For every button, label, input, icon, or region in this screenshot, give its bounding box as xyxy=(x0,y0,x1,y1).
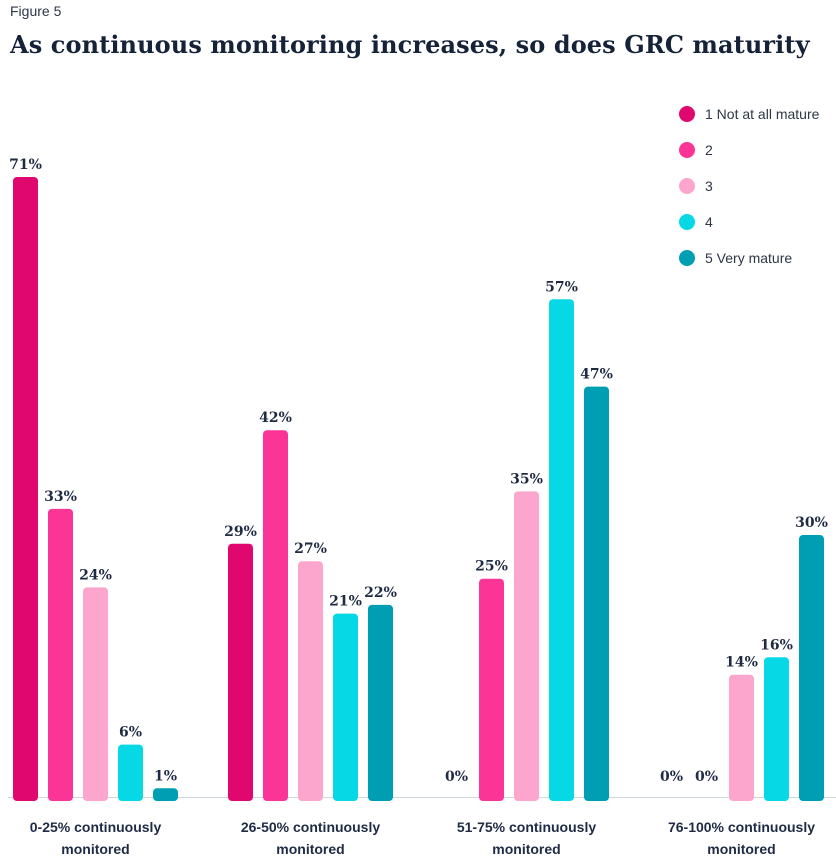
data-label: 0% xyxy=(445,769,468,785)
data-label: 0% xyxy=(660,769,683,785)
legend-label: 1 Not at all mature xyxy=(705,106,820,122)
legend-item: 5 Very mature xyxy=(679,240,819,276)
bar xyxy=(228,543,253,801)
category-label: 0-25% continuously xyxy=(30,819,162,835)
legend-item: 2 xyxy=(679,132,819,168)
category-label: 26-50% continuously xyxy=(241,819,380,835)
category-label: monitored xyxy=(707,841,775,857)
legend-label: 4 xyxy=(705,214,713,230)
data-label: 14% xyxy=(725,655,758,671)
category-label: monitored xyxy=(276,841,344,857)
data-label: 71% xyxy=(9,157,42,173)
legend-item: 4 xyxy=(679,204,819,240)
chart-title: As continuous monitoring increases, so d… xyxy=(10,30,810,59)
legend-swatch xyxy=(679,250,695,266)
legend-item: 3 xyxy=(679,168,819,204)
bar xyxy=(479,578,504,801)
data-label: 24% xyxy=(79,567,112,583)
legend-swatch xyxy=(679,178,695,194)
data-label: 27% xyxy=(294,541,327,557)
data-label: 33% xyxy=(44,489,77,505)
bar xyxy=(153,788,178,801)
legend-swatch xyxy=(679,106,695,122)
bar xyxy=(514,491,539,801)
data-label: 6% xyxy=(119,725,142,741)
data-label: 57% xyxy=(545,279,578,295)
data-label: 42% xyxy=(259,410,292,426)
data-label: 0% xyxy=(695,769,718,785)
data-label: 30% xyxy=(795,515,828,531)
category-label: monitored xyxy=(61,841,129,857)
legend-item: 1 Not at all mature xyxy=(679,96,819,132)
bar xyxy=(83,587,108,801)
category-label: 51-75% continuously xyxy=(457,819,596,835)
data-label: 1% xyxy=(154,768,177,784)
data-label: 47% xyxy=(580,367,613,383)
category-label: monitored xyxy=(492,841,560,857)
bar xyxy=(118,744,143,801)
legend-swatch xyxy=(679,214,695,230)
legend-label: 2 xyxy=(705,142,713,158)
legend-label: 3 xyxy=(705,178,713,194)
bar xyxy=(584,386,609,801)
data-label: 21% xyxy=(329,594,362,610)
bar xyxy=(48,508,73,801)
legend-label: 5 Very mature xyxy=(705,250,793,266)
bar xyxy=(729,674,754,801)
data-label: 25% xyxy=(475,559,508,575)
chart-legend: 1 Not at all mature 2 3 4 5 Very mature xyxy=(679,96,819,276)
category-label: 76-100% continuously xyxy=(668,819,815,835)
figure-label: Figure 5 xyxy=(10,3,62,19)
bar xyxy=(263,430,288,801)
data-label: 29% xyxy=(224,524,257,540)
data-label: 16% xyxy=(760,637,793,653)
bar xyxy=(764,657,789,801)
bar xyxy=(368,604,393,801)
data-label: 35% xyxy=(510,471,543,487)
bar xyxy=(333,613,358,801)
bar xyxy=(13,177,38,801)
data-label: 22% xyxy=(364,585,397,601)
bar xyxy=(298,561,323,801)
bar xyxy=(549,299,574,801)
bar xyxy=(799,535,824,801)
legend-swatch xyxy=(679,142,695,158)
